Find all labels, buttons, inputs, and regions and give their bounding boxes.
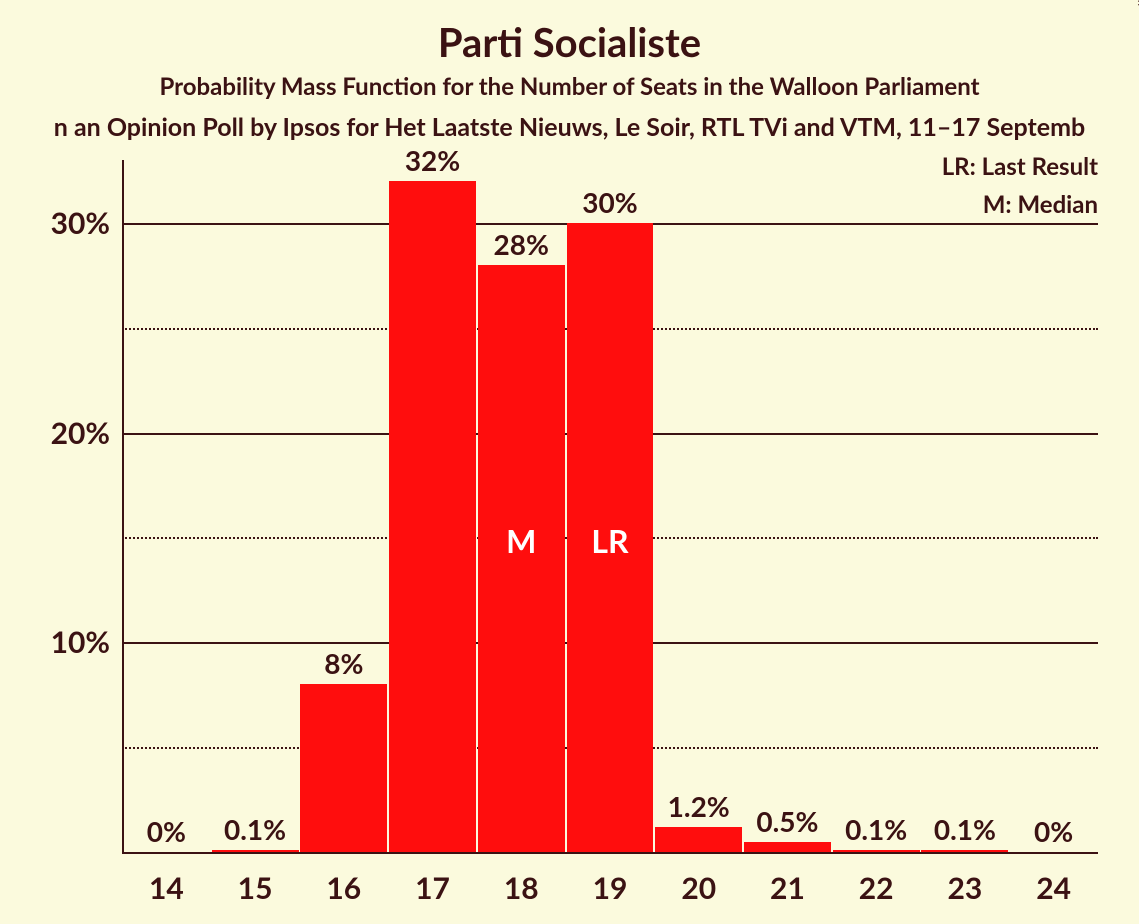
bar-inner-label: LR: [591, 521, 628, 560]
bar-value-label: 0%: [147, 814, 186, 848]
bar-inner-label: M: [506, 521, 536, 560]
chart-subtitle-2: n an Opinion Poll by Ipsos for Het Laats…: [0, 112, 1139, 142]
y-tick-label: 10%: [51, 624, 122, 660]
bar: [655, 827, 742, 852]
x-tick-label: 22: [859, 852, 894, 906]
y-tick-label: 30%: [51, 205, 122, 241]
bar: [300, 684, 387, 852]
x-tick-label: 16: [326, 852, 361, 906]
bar-value-label: 28%: [494, 227, 549, 261]
x-tick-label: 24: [1036, 852, 1071, 906]
x-tick-label: 14: [149, 852, 184, 906]
bar-value-label: 1.2%: [668, 789, 730, 823]
chart-subtitle-1: Probability Mass Function for the Number…: [0, 72, 1139, 101]
x-tick-label: 17: [415, 852, 450, 906]
copyright-label: © 2025 Filip van Laenen: [1135, 0, 1139, 6]
bar-value-label: 8%: [324, 646, 363, 680]
x-tick-label: 18: [504, 852, 539, 906]
bar-value-label: 32%: [405, 143, 460, 177]
bar-value-label: 0.1%: [934, 812, 996, 846]
x-tick-label: 15: [238, 852, 273, 906]
bar: [389, 181, 476, 852]
x-tick-label: 20: [681, 852, 716, 906]
bar-value-label: 0.1%: [845, 812, 907, 846]
x-tick-label: 23: [948, 852, 983, 906]
plot-area: 10%20%30%0%140.1%158%1632%1728%1830%191.…: [122, 160, 1098, 852]
chart-title: Parti Socialiste: [0, 18, 1139, 66]
bar: [744, 842, 831, 852]
bar-value-label: 0.1%: [224, 812, 286, 846]
bar-value-label: 30%: [582, 185, 637, 219]
x-tick-label: 21: [770, 852, 805, 906]
x-tick-label: 19: [593, 852, 628, 906]
bar-value-label: 0.5%: [756, 804, 818, 838]
bar-value-label: 0%: [1034, 814, 1073, 848]
y-tick-label: 20%: [51, 415, 122, 451]
